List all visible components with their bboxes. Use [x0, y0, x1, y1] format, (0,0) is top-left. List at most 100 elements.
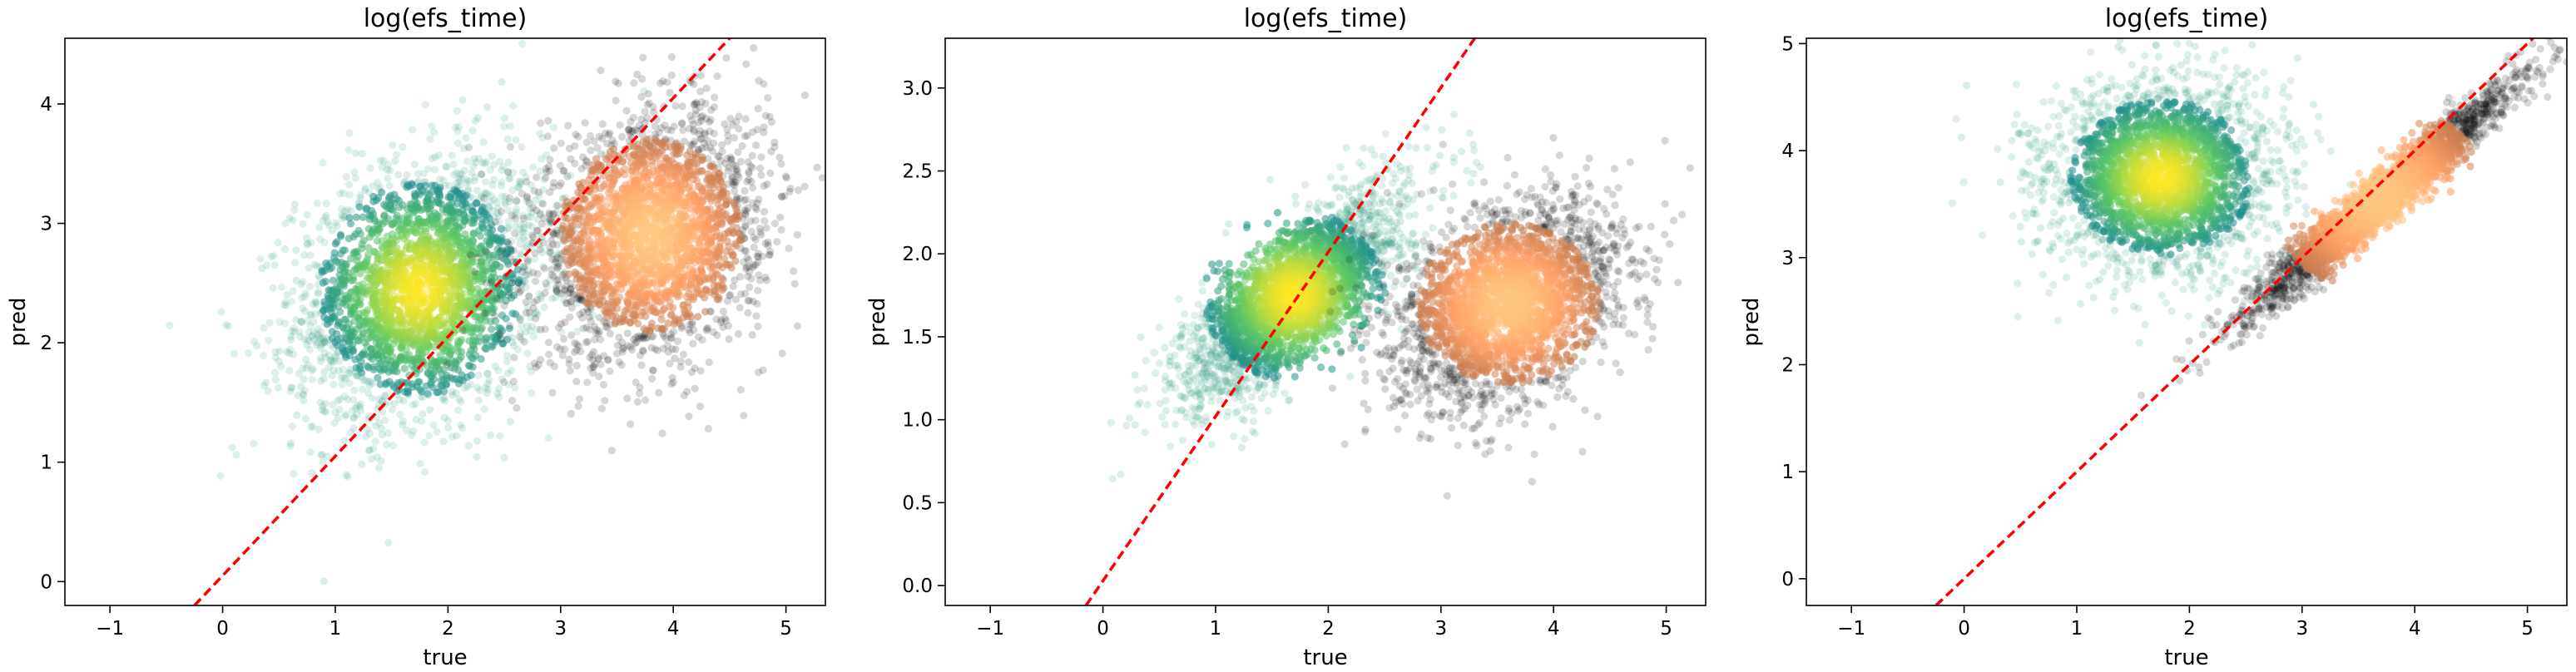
scatter-point [571, 160, 579, 168]
scatter-point [589, 363, 597, 371]
scatter-point [290, 324, 299, 332]
scatter-point [623, 394, 632, 403]
scatter-point [359, 385, 367, 393]
scatter-point [300, 335, 309, 343]
scatter-point [697, 116, 706, 125]
scatter-point [766, 247, 775, 255]
scatter-point [402, 426, 410, 434]
scatter-point [633, 398, 642, 406]
scatter-point [533, 296, 542, 304]
scatter-point [288, 383, 296, 392]
scatter-point [356, 194, 364, 202]
scatter-point [518, 267, 527, 276]
scatter-point [529, 269, 537, 277]
scatter-point [556, 161, 565, 170]
scatter-point [362, 432, 370, 441]
scatter-point [506, 142, 515, 151]
scatter-point [503, 135, 512, 144]
scatter-point [752, 312, 760, 320]
scatter-point [435, 151, 443, 160]
scatter-point [536, 210, 545, 219]
scatter-point [271, 376, 280, 384]
scatter-point [359, 376, 368, 384]
scatter-point [522, 271, 530, 279]
scatter-point [290, 470, 298, 478]
scatter-point [548, 388, 557, 397]
scatter-point [748, 128, 757, 136]
scatter-point [280, 300, 289, 309]
scatter-point [260, 324, 268, 332]
scatter-point [532, 314, 540, 323]
scatter-point [525, 292, 533, 300]
scatter-point [364, 362, 372, 370]
scatter-point [309, 299, 317, 309]
scatter-point [522, 284, 530, 292]
scatter-point [482, 247, 490, 255]
scatter-point [499, 378, 508, 387]
scatter-point [572, 378, 581, 386]
scatter-point [293, 411, 301, 419]
scatter-point [542, 165, 550, 173]
scatter-point [274, 383, 282, 392]
scatter-point [517, 220, 525, 229]
scatter-point [587, 350, 596, 359]
scatter-point [757, 153, 765, 161]
scatter-point [421, 101, 429, 109]
scatter-point [322, 408, 330, 416]
scatter-point [350, 386, 359, 394]
scatter-point [565, 355, 573, 363]
scatter-point [498, 178, 506, 186]
scatter-point [337, 232, 345, 240]
scatter-point [724, 131, 732, 140]
scatter-point [683, 151, 691, 160]
scatter-point [344, 369, 353, 378]
scatter-point [468, 219, 476, 227]
scatter-point [309, 422, 317, 431]
scatter-point [695, 130, 703, 138]
scatter-point [557, 319, 566, 329]
scatter-point [454, 337, 463, 345]
scatter-point [562, 299, 570, 307]
scatter-point [518, 251, 526, 259]
scatter-point [536, 167, 544, 175]
scatter-point [315, 334, 323, 343]
scatter-point [541, 325, 549, 334]
scatter-point [598, 135, 607, 143]
scatter-point [636, 351, 645, 359]
scatter-point [749, 261, 758, 269]
scatter-point [697, 97, 706, 106]
scatter-point [453, 169, 461, 177]
scatter-point [359, 213, 367, 221]
scatter-point [470, 176, 478, 185]
scatter-point [455, 177, 463, 185]
scatter-point [349, 233, 358, 241]
scatter-point [517, 178, 525, 186]
scatter-point [509, 101, 518, 110]
scatter-point [384, 161, 392, 169]
scatter-point [274, 239, 282, 247]
scatter-point [637, 115, 646, 123]
scatter-point [519, 234, 528, 242]
scatter-point [731, 295, 740, 304]
scatter-point [571, 338, 579, 348]
scatter-point [633, 70, 642, 79]
scatter-point [529, 332, 537, 341]
scatter-point [516, 315, 524, 324]
scatter-point [671, 345, 680, 353]
scatter-point [304, 361, 312, 369]
scatter-point [549, 183, 557, 191]
scatter-point [483, 237, 491, 245]
scatter-point [500, 302, 508, 310]
scatter-point [365, 429, 374, 437]
scatter-point [740, 258, 748, 266]
scatter-point [504, 158, 513, 166]
scatter-point [505, 324, 514, 333]
scatter-point [702, 326, 711, 334]
scatter-point [637, 92, 646, 101]
scatter-point [296, 333, 305, 341]
scatter-point [381, 392, 389, 400]
scatter-point [473, 413, 482, 422]
scatter-point [754, 253, 763, 261]
scatter-point [321, 214, 329, 222]
scatter-point [694, 183, 702, 191]
